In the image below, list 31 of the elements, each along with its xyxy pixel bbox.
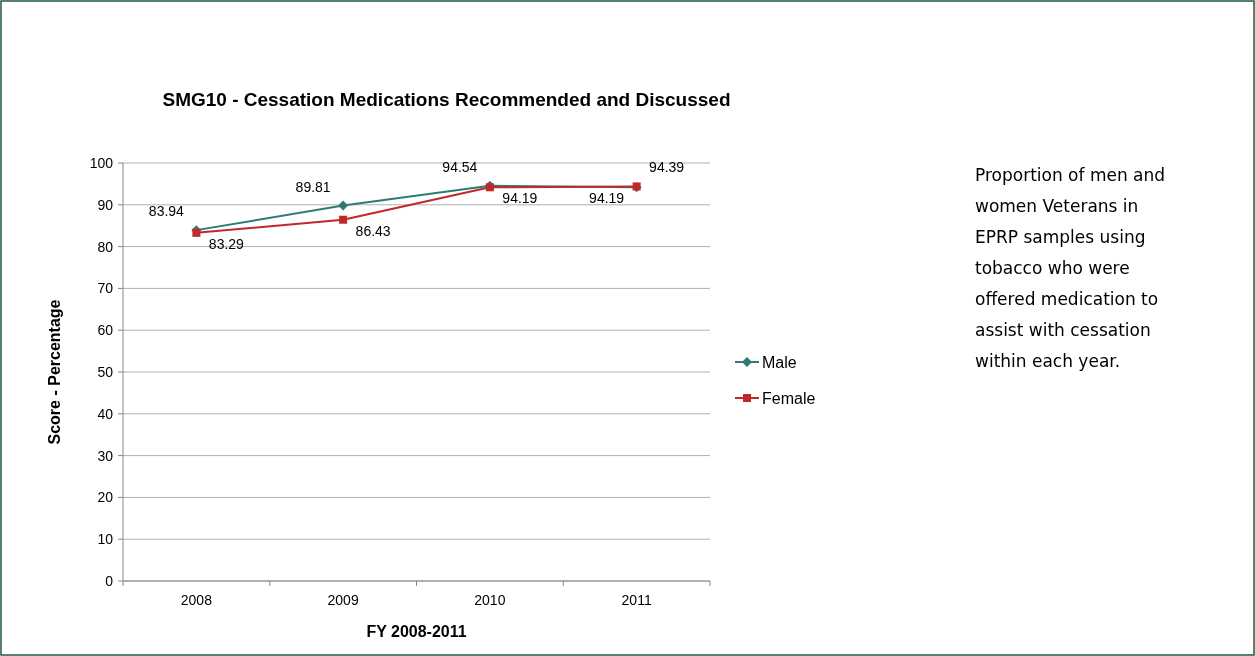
y-axis-title: Score - Percentage	[46, 299, 63, 445]
y-tick-label: 90	[97, 196, 114, 213]
text: Proportion of men and women Veterans in EPRP samples using tobacco who were offered medication to assist with cessation within each year.	[975, 165, 1166, 371]
y-tick-label: 50	[97, 363, 114, 380]
data-label: 94.39	[649, 159, 685, 176]
x-axis-title: FY 2008-2011	[366, 623, 467, 640]
chart-title: SMG10 - Cessation Medications Recommended and Discussed	[162, 89, 731, 110]
y-tick-label: 100	[89, 154, 114, 171]
data-label: 86.43	[355, 222, 391, 239]
x-tick-label: 2011	[621, 592, 652, 608]
y-tick-label: 70	[97, 280, 114, 297]
data-label: 83.29	[208, 235, 245, 252]
y-tick-label: 40	[97, 405, 114, 422]
data-label: 94.19	[589, 190, 625, 207]
data-label: 94.54	[442, 158, 478, 175]
data-label: 94.19	[502, 190, 538, 207]
legend-label: Female	[762, 389, 816, 407]
point	[339, 215, 348, 224]
x-tick-label: 2009	[327, 592, 359, 608]
y-tick-label: 10	[97, 531, 114, 548]
y-tick-label: 20	[97, 489, 114, 506]
y-tick-label: 80	[97, 238, 114, 255]
point	[338, 200, 349, 211]
x-tick-label: 2008	[180, 592, 213, 608]
x-tick-label: 2010	[474, 592, 506, 608]
y-tick-label: 0	[105, 572, 114, 589]
data-label: 89.81	[295, 178, 331, 195]
legend-label: Male	[762, 353, 797, 371]
data-label: 83.94	[148, 203, 185, 220]
y-tick-label: 30	[97, 447, 114, 464]
y-tick-label: 60	[97, 322, 114, 339]
